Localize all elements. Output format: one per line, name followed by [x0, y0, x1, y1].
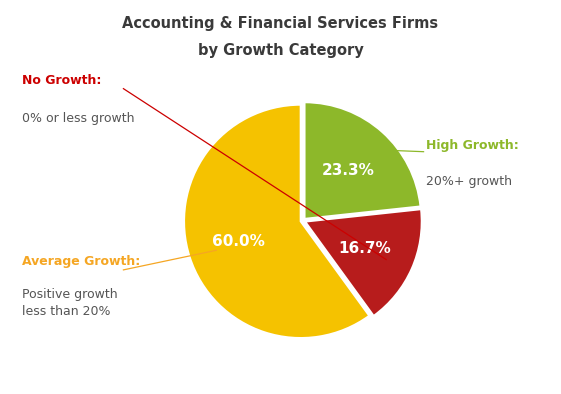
Text: 20%+ growth: 20%+ growth — [426, 175, 512, 188]
Wedge shape — [305, 102, 421, 219]
Text: 23.3%: 23.3% — [322, 163, 375, 178]
Text: No Growth:: No Growth: — [22, 74, 102, 87]
Text: High Growth:: High Growth: — [426, 139, 519, 152]
Text: 60.0%: 60.0% — [212, 234, 265, 249]
Text: 0% or less growth: 0% or less growth — [22, 112, 135, 125]
Text: by Growth Category: by Growth Category — [197, 43, 364, 58]
Text: Average Growth:: Average Growth: — [22, 255, 141, 268]
Wedge shape — [184, 105, 369, 338]
Text: 16.7%: 16.7% — [338, 241, 391, 256]
Wedge shape — [305, 209, 422, 316]
Text: Accounting & Financial Services Firms: Accounting & Financial Services Firms — [122, 16, 439, 31]
Text: Positive growth
less than 20%: Positive growth less than 20% — [22, 288, 118, 318]
